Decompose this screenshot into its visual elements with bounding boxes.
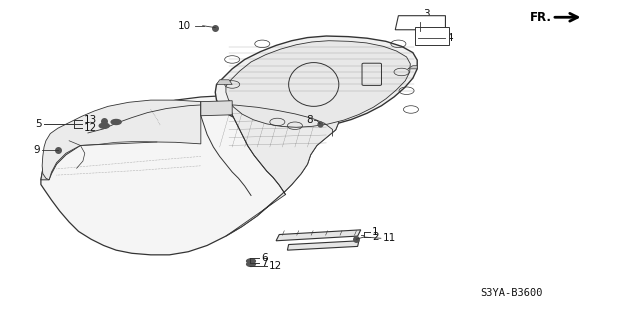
Polygon shape	[201, 101, 232, 116]
Polygon shape	[408, 66, 417, 69]
Polygon shape	[215, 36, 417, 130]
Polygon shape	[396, 16, 445, 30]
Text: 5: 5	[35, 119, 42, 129]
Polygon shape	[42, 100, 201, 180]
Circle shape	[246, 259, 255, 263]
Text: 11: 11	[383, 233, 396, 243]
Text: FR.: FR.	[530, 11, 552, 24]
Text: 10: 10	[179, 21, 191, 31]
Polygon shape	[276, 230, 361, 241]
Text: 2: 2	[372, 232, 379, 242]
Polygon shape	[226, 97, 339, 236]
Text: 1: 1	[372, 227, 379, 237]
Circle shape	[99, 123, 109, 128]
Text: 12: 12	[84, 123, 97, 133]
Text: 3: 3	[424, 10, 430, 19]
Text: S3YA-B3600: S3YA-B3600	[480, 288, 543, 298]
Text: 8: 8	[306, 115, 312, 125]
Polygon shape	[41, 141, 81, 180]
Circle shape	[111, 120, 121, 124]
Text: 4: 4	[447, 33, 453, 42]
Polygon shape	[216, 80, 232, 85]
Polygon shape	[226, 41, 410, 127]
Polygon shape	[287, 241, 359, 250]
Text: 12: 12	[269, 261, 282, 271]
Polygon shape	[41, 95, 339, 255]
Text: 13: 13	[84, 115, 97, 125]
Circle shape	[246, 262, 255, 266]
FancyBboxPatch shape	[415, 27, 449, 45]
Text: 6: 6	[261, 253, 268, 263]
Text: 7: 7	[261, 258, 268, 268]
Text: 9: 9	[33, 145, 40, 155]
